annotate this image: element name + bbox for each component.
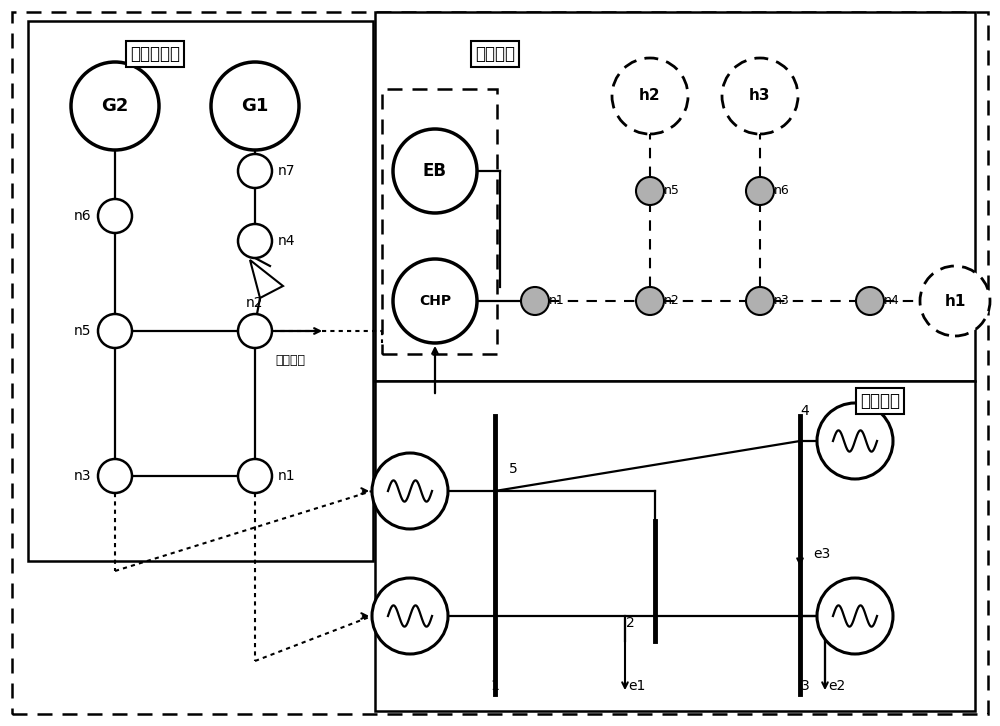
Circle shape (393, 129, 477, 213)
Circle shape (372, 578, 448, 654)
Circle shape (238, 224, 272, 258)
Circle shape (211, 62, 299, 150)
Text: e2: e2 (828, 679, 846, 693)
Text: 1: 1 (491, 679, 499, 693)
Text: n2: n2 (246, 296, 264, 310)
Circle shape (98, 314, 132, 348)
Text: CHP: CHP (419, 294, 451, 308)
Polygon shape (250, 260, 283, 298)
Circle shape (636, 177, 664, 205)
Text: 热力系统: 热力系统 (475, 45, 515, 63)
Circle shape (98, 199, 132, 233)
Circle shape (746, 177, 774, 205)
Text: 电力系统: 电力系统 (860, 392, 900, 410)
Circle shape (612, 58, 688, 134)
Circle shape (817, 578, 893, 654)
Text: n3: n3 (74, 469, 92, 483)
Circle shape (521, 287, 549, 315)
Bar (382, 89, 497, 354)
Circle shape (238, 314, 272, 348)
Text: n6: n6 (774, 184, 790, 197)
Text: 5: 5 (509, 462, 517, 476)
Circle shape (393, 259, 477, 343)
Text: n1: n1 (278, 469, 296, 483)
Bar (28, 21, 373, 561)
Text: n7: n7 (278, 164, 296, 178)
Text: h1: h1 (944, 293, 966, 309)
Text: h2: h2 (639, 89, 661, 104)
Text: G1: G1 (241, 97, 269, 115)
Text: 4: 4 (801, 404, 809, 418)
Circle shape (71, 62, 159, 150)
Circle shape (856, 287, 884, 315)
Circle shape (98, 459, 132, 493)
Text: 3: 3 (801, 679, 809, 693)
Text: e1: e1 (628, 679, 646, 693)
Text: EB: EB (423, 162, 447, 180)
Bar (375, 381, 975, 711)
Text: n4: n4 (884, 295, 900, 308)
Text: n3: n3 (774, 295, 790, 308)
Circle shape (238, 154, 272, 188)
Circle shape (817, 403, 893, 479)
Text: n5: n5 (74, 324, 92, 338)
Circle shape (238, 459, 272, 493)
Text: h3: h3 (749, 89, 771, 104)
Text: n2: n2 (664, 295, 680, 308)
Circle shape (920, 266, 990, 336)
Text: 天然气系统: 天然气系统 (130, 45, 180, 63)
Text: n6: n6 (74, 209, 92, 223)
Text: e3: e3 (813, 547, 831, 561)
Text: n5: n5 (664, 184, 680, 197)
Circle shape (722, 58, 798, 134)
Text: n4: n4 (278, 234, 296, 248)
Text: G2: G2 (101, 97, 129, 115)
Circle shape (372, 453, 448, 529)
Text: 燃气负荷: 燃气负荷 (275, 354, 305, 367)
Circle shape (746, 287, 774, 315)
Text: 2: 2 (626, 616, 634, 630)
Circle shape (636, 287, 664, 315)
Text: n1: n1 (549, 295, 565, 308)
Bar (375, 12, 975, 381)
